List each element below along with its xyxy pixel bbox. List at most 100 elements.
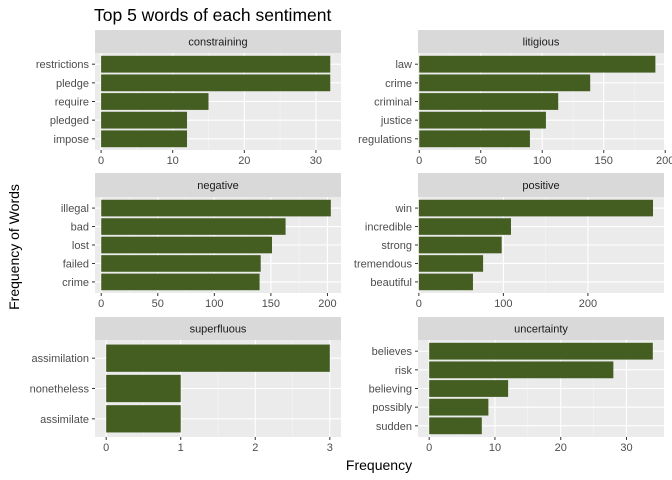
x-tick-label: 10 bbox=[489, 442, 501, 454]
y-tick-label: possibly bbox=[372, 402, 412, 414]
facet-strip bbox=[95, 317, 341, 340]
bar bbox=[101, 130, 188, 148]
y-tick-label: win bbox=[394, 203, 412, 215]
facet-strip bbox=[418, 317, 664, 340]
x-tick-label: 100 bbox=[494, 298, 512, 310]
facet-strip-label: negative bbox=[197, 180, 239, 192]
facet-strip-label: superfluous bbox=[190, 324, 247, 336]
bar bbox=[419, 111, 546, 129]
facet-superfluous: superfluous 0 1 2 3 assimilation nonetheless as… bbox=[30, 317, 341, 454]
facet-negative: negative 0 50 100 150 200 illegal bad lost failed… bbox=[61, 173, 341, 310]
x-tick-label: 200 bbox=[318, 298, 336, 310]
facet-strip-label: constraining bbox=[188, 37, 247, 49]
y-tick-label: criminal bbox=[374, 97, 412, 109]
x-tick-label: 2 bbox=[252, 442, 258, 454]
bar bbox=[106, 405, 181, 433]
x-tick-label: 30 bbox=[620, 442, 632, 454]
x-tick-label: 200 bbox=[579, 298, 597, 310]
bar bbox=[101, 55, 331, 73]
bar bbox=[101, 74, 331, 92]
x-tick-label: 150 bbox=[262, 298, 280, 310]
bar bbox=[418, 255, 484, 272]
y-axis-title: Frequency of Words bbox=[6, 184, 22, 310]
bar bbox=[429, 361, 614, 379]
x-tick-label: 1 bbox=[178, 442, 184, 454]
y-tick-label: crime bbox=[62, 277, 89, 289]
y-tick-label: assimilate bbox=[40, 414, 89, 426]
facet-strip-label: positive bbox=[522, 180, 559, 192]
facet-strip-label: litigious bbox=[523, 37, 560, 49]
y-tick-label: lost bbox=[72, 240, 89, 252]
y-tick-label: crime bbox=[385, 78, 412, 90]
y-tick-label: believes bbox=[372, 346, 413, 358]
x-tick-label: 200 bbox=[656, 155, 672, 167]
x-tick-label: 10 bbox=[167, 155, 179, 167]
x-tick-label: 0 bbox=[98, 298, 104, 310]
facet-uncertainty: uncertainty 0 10 20 30 believes risk believing p… bbox=[369, 317, 664, 454]
bar bbox=[429, 380, 509, 397]
y-tick-label: beautiful bbox=[370, 277, 412, 289]
bar bbox=[106, 374, 181, 403]
x-tick-label: 50 bbox=[152, 298, 164, 310]
facet-strip bbox=[95, 173, 341, 197]
bar bbox=[101, 255, 261, 272]
y-tick-label: law bbox=[395, 59, 412, 71]
y-tick-label: regulations bbox=[358, 134, 412, 146]
facet-strip bbox=[418, 30, 664, 53]
y-tick-label: nonetheless bbox=[30, 384, 90, 396]
y-tick-label: restrictions bbox=[36, 59, 90, 71]
x-tick-label: 150 bbox=[595, 155, 613, 167]
y-tick-label: require bbox=[55, 97, 89, 109]
bar bbox=[101, 236, 273, 254]
bar bbox=[101, 93, 209, 110]
bar bbox=[106, 344, 330, 372]
bar bbox=[101, 111, 188, 129]
bar bbox=[419, 93, 559, 110]
x-tick-label: 30 bbox=[310, 155, 322, 167]
y-tick-label: impose bbox=[54, 134, 89, 146]
x-tick-label: 100 bbox=[533, 155, 551, 167]
y-tick-label: justice bbox=[380, 115, 412, 127]
x-tick-label: 0 bbox=[103, 442, 109, 454]
bar bbox=[419, 74, 591, 92]
facet-strip bbox=[95, 30, 341, 53]
y-tick-label: pledge bbox=[56, 78, 89, 90]
x-tick-label: 0 bbox=[416, 298, 422, 310]
x-tick-label: 0 bbox=[98, 155, 104, 167]
y-tick-label: pledged bbox=[50, 115, 89, 127]
bar bbox=[101, 273, 260, 291]
x-tick-label: 100 bbox=[205, 298, 223, 310]
bar bbox=[418, 218, 511, 235]
bar bbox=[429, 342, 653, 360]
bar bbox=[429, 417, 482, 435]
y-tick-label: illegal bbox=[61, 203, 89, 215]
y-tick-label: tremendous bbox=[354, 258, 413, 270]
facet-positive: positive 0 100 200 win incredible strong tremen… bbox=[354, 173, 664, 310]
facet-constraining: constraining 0 10 20 30 restrictions pledge req… bbox=[36, 30, 341, 167]
x-tick-label: 20 bbox=[555, 442, 567, 454]
bar bbox=[101, 218, 286, 235]
x-tick-label: 0 bbox=[416, 155, 422, 167]
y-tick-label: believing bbox=[369, 384, 412, 396]
bar bbox=[419, 130, 530, 148]
x-tick-label: 20 bbox=[238, 155, 250, 167]
bar bbox=[418, 236, 502, 254]
y-tick-label: incredible bbox=[365, 222, 412, 234]
y-tick-label: assimilation bbox=[32, 353, 89, 365]
y-tick-label: risk bbox=[395, 365, 413, 377]
y-tick-label: failed bbox=[63, 258, 89, 270]
x-tick-label: 3 bbox=[327, 442, 333, 454]
x-axis-title: Frequency bbox=[346, 457, 412, 473]
x-tick-label: 0 bbox=[426, 442, 432, 454]
y-tick-label: sudden bbox=[376, 421, 412, 433]
y-tick-label: strong bbox=[381, 240, 412, 252]
y-tick-label: bad bbox=[71, 222, 89, 234]
bar bbox=[101, 199, 331, 217]
facet-litigious: litigious 0 50 100 150 200 law crime criminal jus… bbox=[358, 30, 672, 167]
bar bbox=[418, 199, 654, 217]
bar bbox=[429, 398, 489, 416]
chart-title: Top 5 words of each sentiment bbox=[94, 5, 331, 25]
facet-strip-label: uncertainty bbox=[514, 324, 568, 336]
